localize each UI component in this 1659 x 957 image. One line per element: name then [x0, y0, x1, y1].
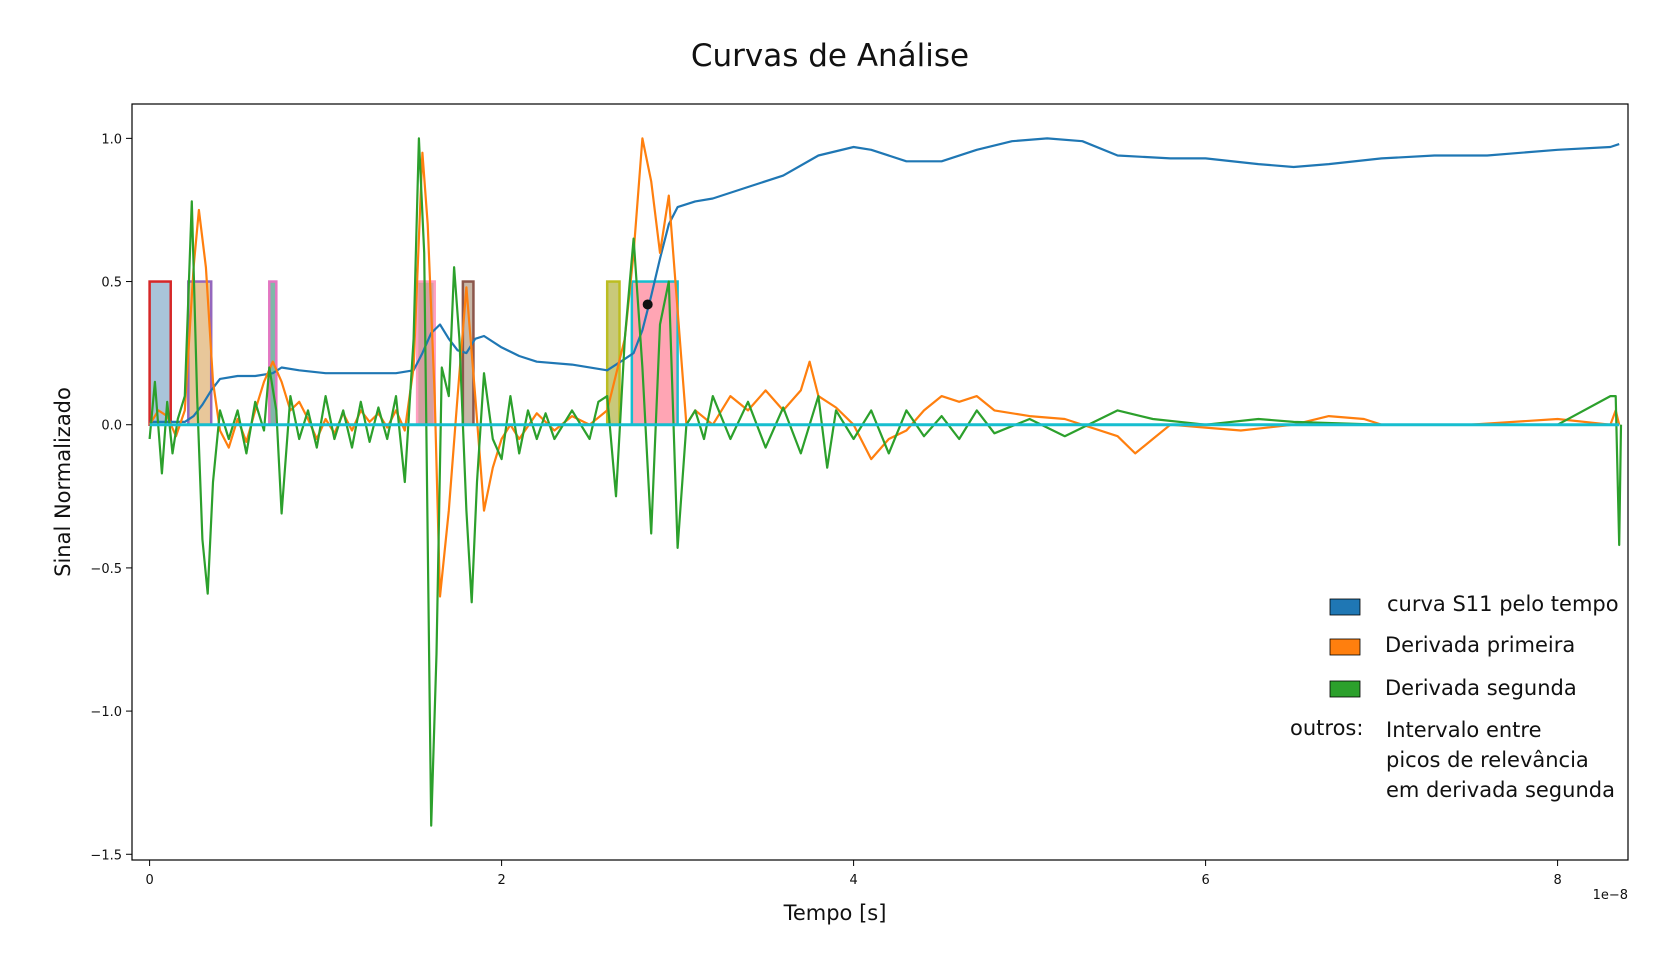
legend-others-label: outros: — [1290, 716, 1363, 740]
chart-title: Curvas de Análise — [691, 38, 969, 74]
legend-swatch-second-derivative — [1329, 680, 1361, 698]
y-tick-label: −1.0 — [90, 705, 122, 720]
x-tick-label: 2 — [497, 873, 505, 888]
plot-area — [131, 103, 1629, 861]
x-tick-label: 0 — [145, 873, 153, 888]
x-tick-label: 4 — [849, 873, 857, 888]
y-tick-label: 1.0 — [101, 132, 122, 147]
x-offset-text: 1e−8 — [1593, 888, 1628, 903]
y-tick-label: 0.5 — [101, 276, 122, 291]
legend-others-line-1: Intervalo entre — [1386, 718, 1542, 742]
legend-label-s11: curva S11 pelo tempo — [1387, 592, 1619, 616]
legend-label-first-derivative: Derivada primeira — [1385, 633, 1575, 657]
y-tick-label: 0.0 — [101, 419, 122, 434]
y-tick-label: −0.5 — [90, 562, 122, 577]
legend-label-second-derivative: Derivada segunda — [1385, 676, 1577, 700]
peak-marker — [642, 299, 653, 310]
s11-line — [149, 137, 1620, 423]
y-axis-ticks: −1.5 −1.0 −0.5 0.0 0.5 1.0 — [90, 132, 132, 863]
x-tick-label: 8 — [1553, 873, 1561, 888]
legend-swatch-s11 — [1329, 598, 1361, 616]
legend-others-line-3: em derivada segunda — [1386, 778, 1615, 802]
y-axis-label: Sinal Normalizado — [51, 387, 75, 577]
second-derivative-line — [148, 137, 1623, 827]
x-tick-label: 6 — [1201, 873, 1209, 888]
legend-swatch-first-derivative — [1329, 638, 1361, 656]
x-axis-ticks: 0 2 4 6 8 — [145, 860, 1562, 888]
legend: curva S11 pelo tempo Derivada primeira D… — [1290, 592, 1619, 802]
y-tick-label: −1.5 — [90, 848, 122, 863]
legend-others-line-2: picos de relevância — [1386, 748, 1589, 772]
plot-frame — [131, 103, 1629, 861]
x-axis-label: Tempo [s] — [783, 901, 887, 925]
